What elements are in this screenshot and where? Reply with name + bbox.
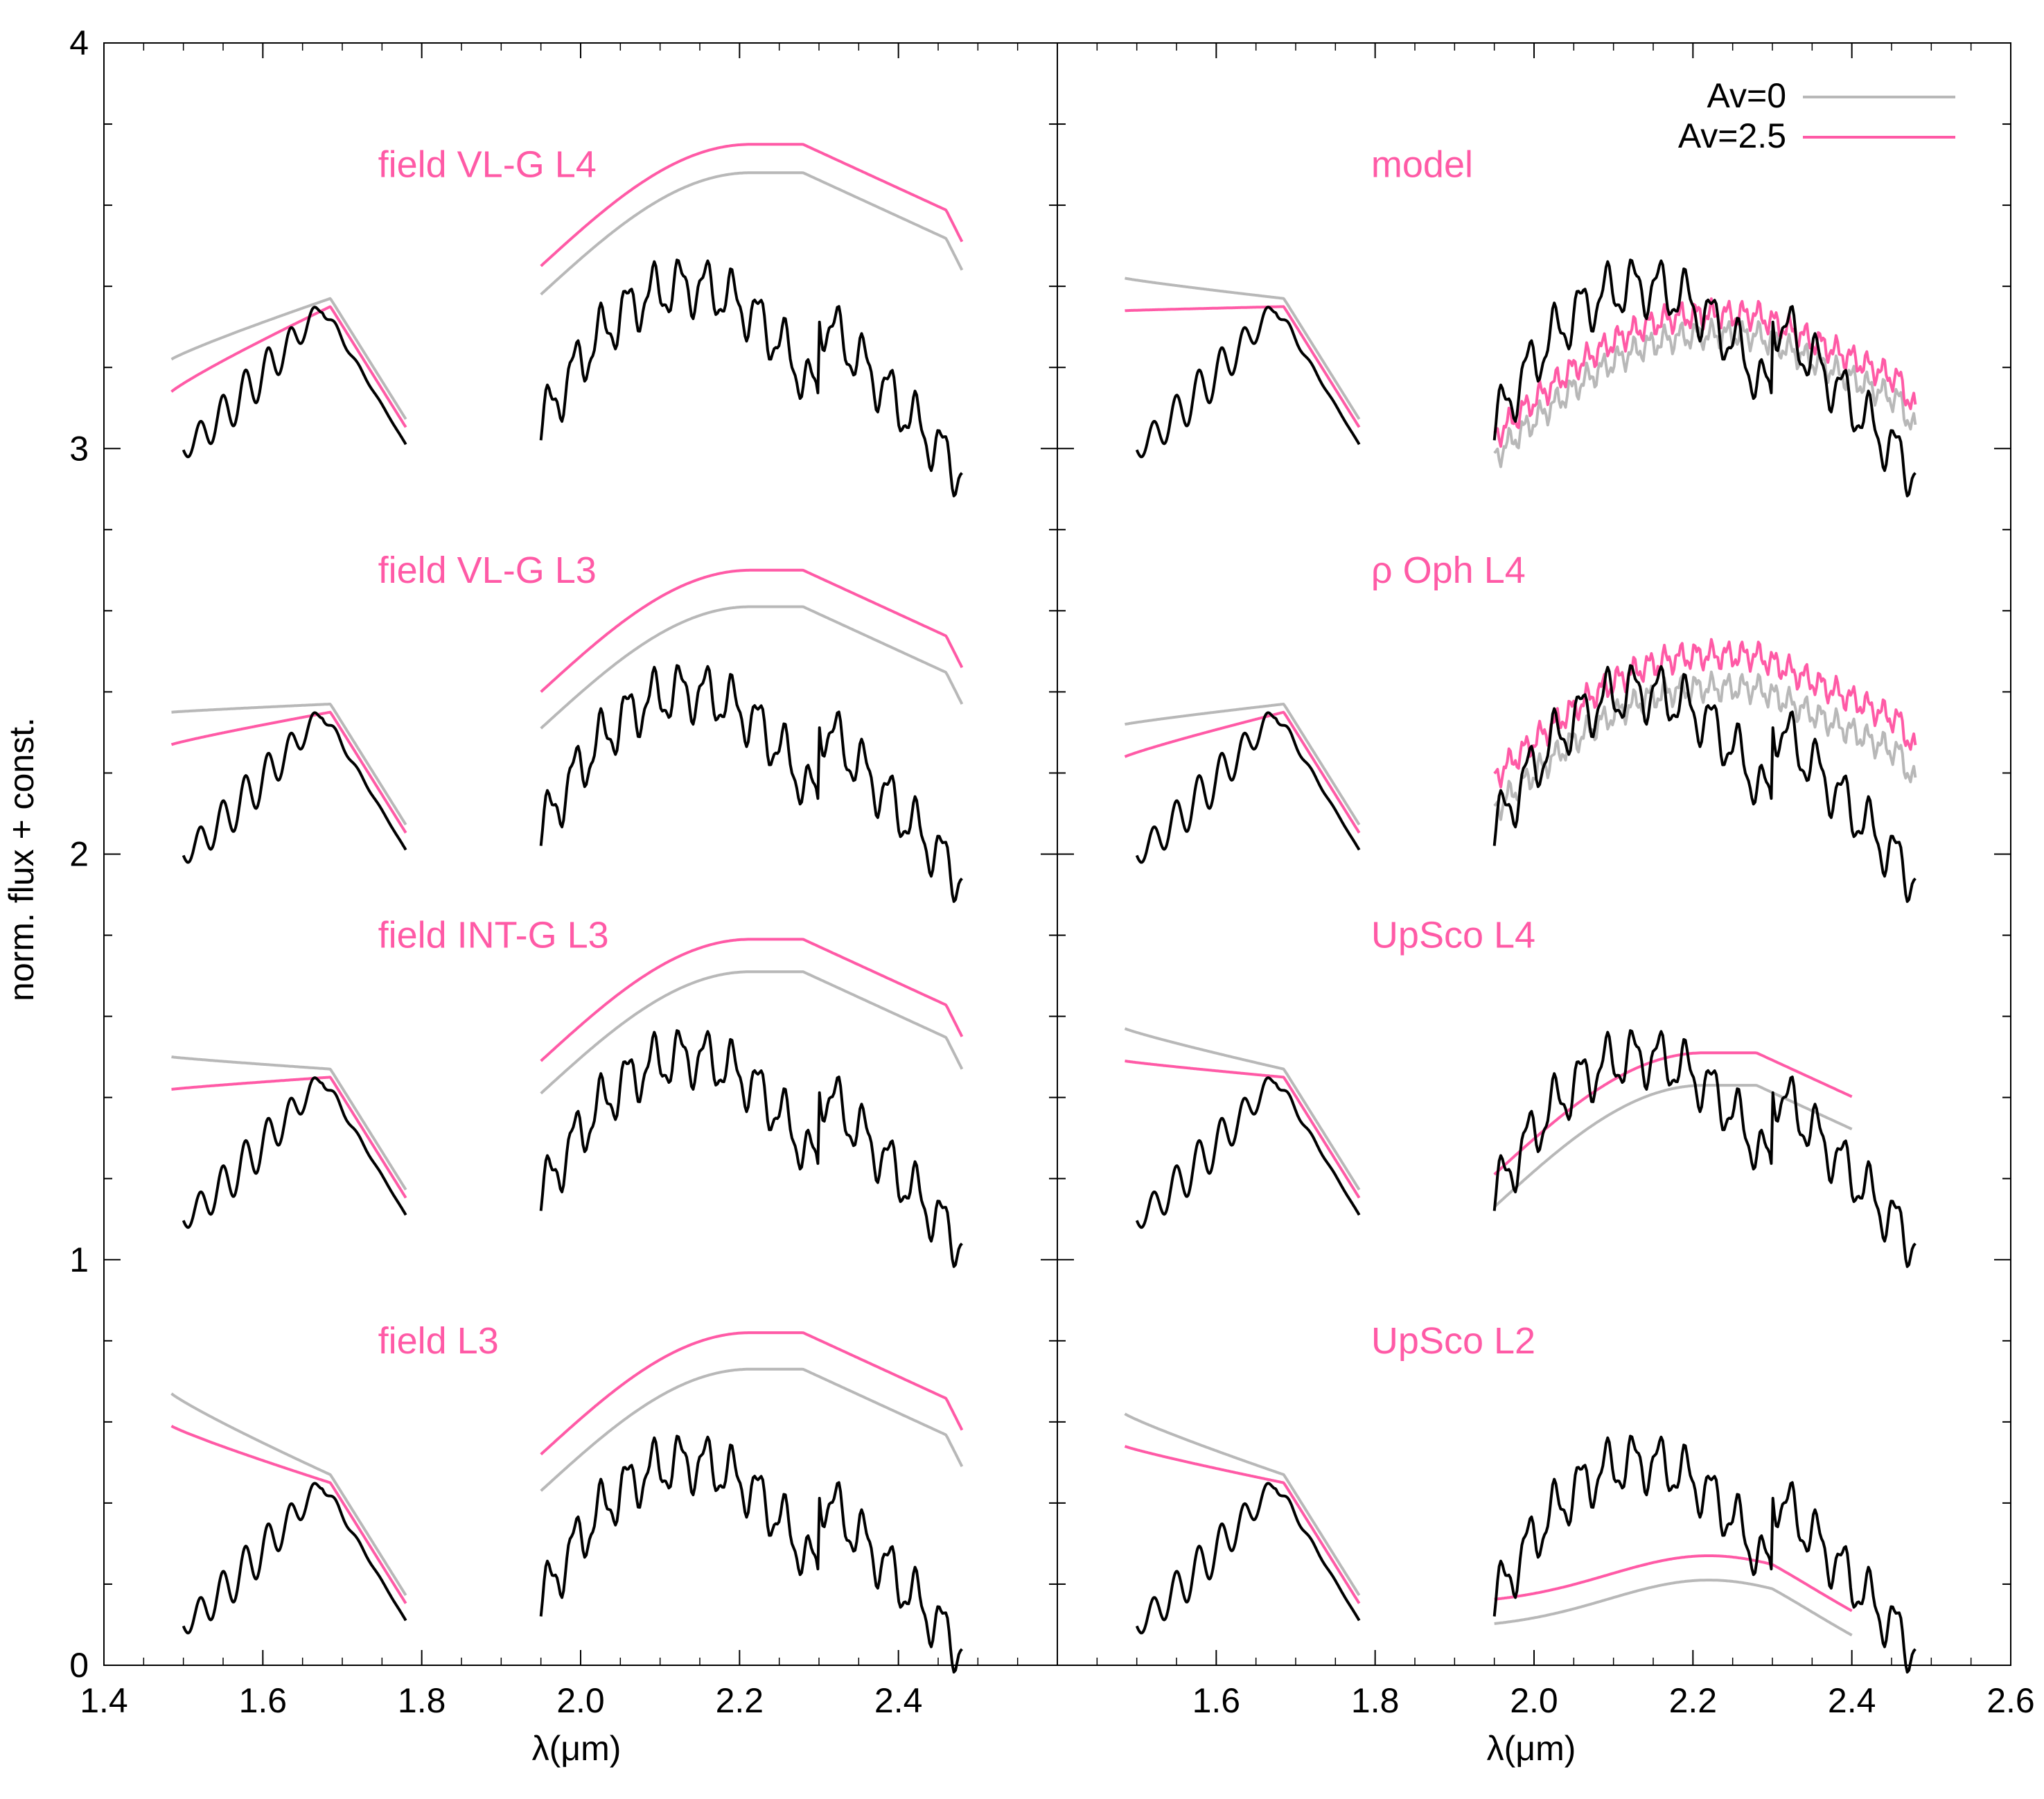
spectrum-group: UpSco L2 (1124, 1320, 1917, 1674)
av0-model-line (540, 1367, 964, 1492)
x-tick-label: 1.8 (1351, 1681, 1400, 1720)
right-panel: 1.6 1.8 2.0 2.2 2.4 2.6 model ρ Oph L4 UpSco L4 U… (1057, 42, 2035, 1720)
y-tick-label: 3 (69, 429, 89, 468)
plot-frame (103, 42, 1058, 1666)
observed-spectrum-line (539, 664, 963, 903)
spectrum-group: ρ Oph L4 (1124, 550, 1917, 903)
x-tick-label: 1.8 (398, 1681, 446, 1720)
av0-model-line (540, 171, 964, 296)
av0-model-line (1493, 670, 1917, 821)
legend-label-av0: Av=0 (1707, 76, 1786, 115)
av25-model-line (170, 305, 407, 428)
spectrum-group: field INT-G L3 (170, 915, 964, 1268)
x-tick-label: 2.4 (874, 1681, 923, 1720)
av25-model-line (540, 1331, 964, 1456)
x-tick-label: 1.6 (239, 1681, 288, 1720)
spectrum-group: model (1124, 144, 1917, 498)
av25-model-line (170, 1076, 407, 1199)
av0-model-line (1124, 703, 1361, 826)
spectrum-label: ρ Oph L4 (1371, 550, 1526, 591)
spectrum-group: field L3 (170, 1320, 964, 1674)
av25-model-line (1124, 1060, 1361, 1199)
av25-model-line (1494, 1554, 1853, 1613)
spectrum-group: UpSco L4 (1124, 915, 1917, 1268)
observed-spectrum-line (182, 1482, 407, 1635)
av25-model-line (540, 568, 964, 693)
x-tick-label: 1.4 (80, 1681, 128, 1720)
av25-model-line (1124, 1445, 1361, 1604)
av0-model-line (170, 703, 407, 826)
av0-model-line (170, 1392, 407, 1597)
observed-spectrum-line (539, 1029, 963, 1268)
legend: Av=0 Av=2.5 (1678, 76, 1955, 155)
plot-frame (1057, 42, 2011, 1666)
spectrum-label: field INT-G L3 (378, 915, 609, 956)
spectrum-label: UpSco L2 (1371, 1320, 1535, 1362)
observed-spectrum-line (1135, 1482, 1361, 1635)
observed-spectrum-line (1492, 664, 1917, 903)
x-axis-label-right: λ(μm) (1487, 1729, 1576, 1768)
av25-model-line (170, 1424, 407, 1604)
observed-spectrum-line (182, 1076, 407, 1229)
av0-model-line (170, 1055, 407, 1191)
spectrum-group: field VL-G L3 (170, 550, 964, 903)
av0-model-line (540, 970, 964, 1095)
observed-spectrum-line (539, 1434, 963, 1674)
x-tick-label: 2.4 (1828, 1681, 1876, 1720)
av0-model-line (540, 605, 964, 730)
spectrum-group: field VL-G L4 (170, 143, 964, 498)
observed-spectrum-line (1492, 1029, 1917, 1268)
av0-model-line (170, 297, 407, 420)
av25-model-line (1124, 710, 1361, 834)
observed-spectrum-line (1135, 711, 1361, 864)
av0-model-line (1494, 1579, 1853, 1637)
y-tick-label: 2 (69, 835, 89, 874)
av0-model-line (1124, 277, 1361, 420)
av25-model-line (1124, 305, 1361, 428)
x-tick-label: 2.0 (1510, 1681, 1558, 1720)
av0-model-line (1493, 1084, 1853, 1209)
y-axis-label: norm. flux + const. (2, 717, 41, 1001)
spectrum-label: field VL-G L3 (378, 550, 597, 591)
av25-model-line (1493, 1051, 1853, 1176)
av25-model-line (1493, 638, 1917, 789)
x-tick-label: 2.2 (1669, 1681, 1718, 1720)
left-panel: 1.4 1.6 1.8 2.0 2.2 2.4 0 1 2 3 4 field VL-G L4 fiel… (69, 24, 1058, 1720)
spectrum-label: UpSco L4 (1371, 915, 1535, 956)
x-tick-label: 1.6 (1192, 1681, 1241, 1720)
observed-spectrum-line (1492, 258, 1917, 498)
observed-spectrum-line (539, 258, 963, 498)
legend-label-av25: Av=2.5 (1678, 116, 1786, 155)
y-tick-label: 1 (69, 1240, 89, 1279)
observed-spectrum-line (1135, 306, 1361, 459)
observed-spectrum-line (182, 306, 407, 459)
x-axis-label-left: λ(μm) (532, 1729, 622, 1768)
observed-spectrum-line (1135, 1076, 1361, 1229)
av25-model-line (170, 710, 407, 834)
observed-spectrum-line (1492, 1434, 1917, 1674)
x-tick-label: 2.2 (716, 1681, 764, 1720)
spectrum-label: field L3 (378, 1320, 499, 1362)
spectrum-label: field VL-G L4 (378, 144, 597, 186)
av0-model-line (1493, 317, 1917, 468)
x-tick-label: 2.6 (1986, 1681, 2035, 1720)
av0-model-line (1124, 1027, 1361, 1191)
spectrum-label: model (1371, 144, 1473, 186)
av25-model-line (540, 938, 964, 1062)
av25-model-line (540, 143, 964, 267)
av0-model-line (1124, 1412, 1361, 1597)
y-tick-label: 0 (69, 1646, 89, 1685)
x-tick-label: 2.0 (556, 1681, 605, 1720)
y-tick-label: 4 (69, 24, 89, 62)
observed-spectrum-line (182, 711, 407, 864)
